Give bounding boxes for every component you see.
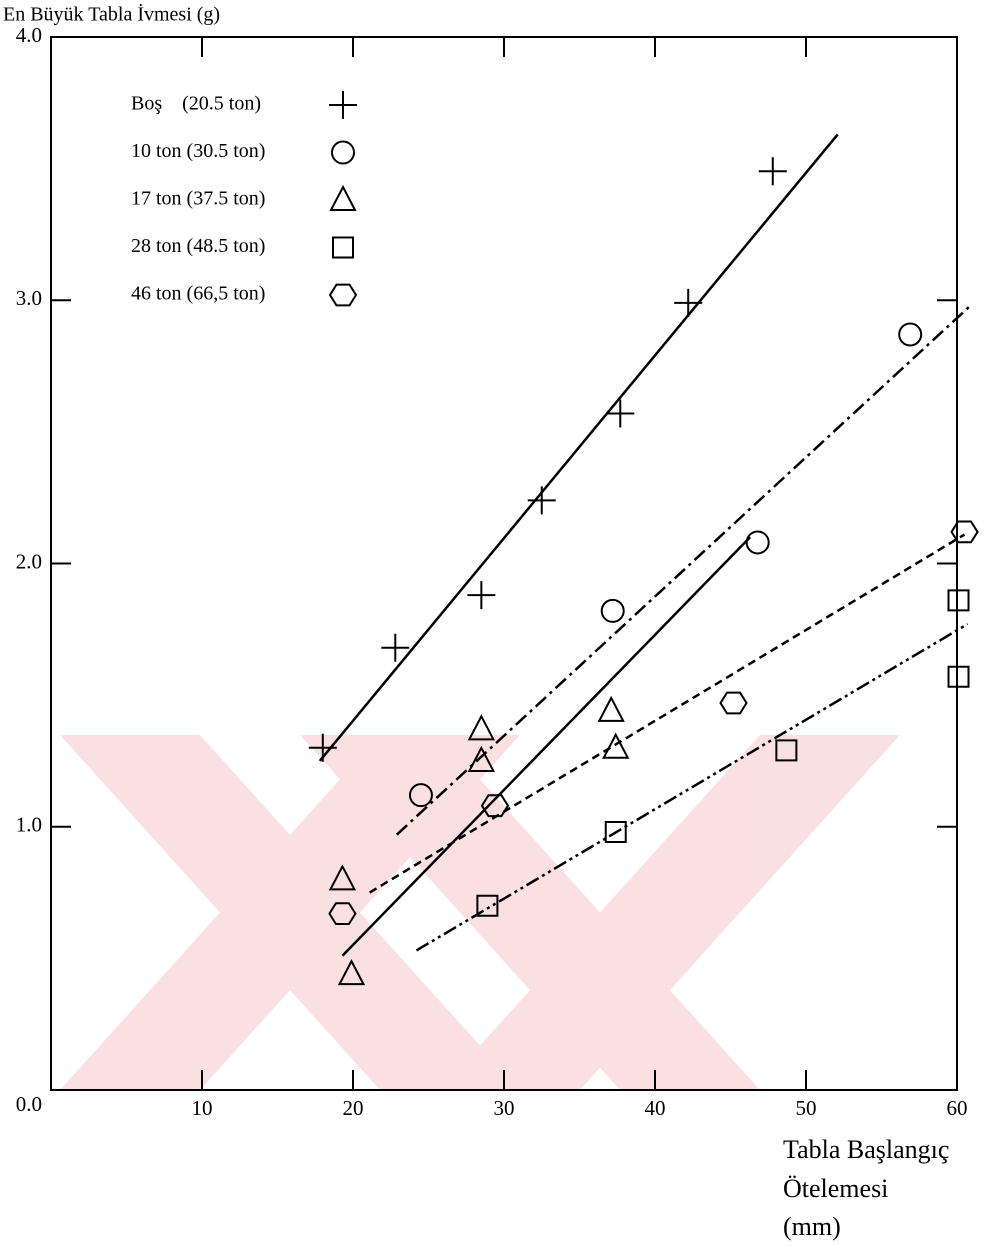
legend-marker <box>330 285 356 306</box>
x-tick-label: 50 <box>796 1096 817 1120</box>
legend-label: 10 ton (30.5 ton) <box>131 140 265 162</box>
data-point <box>721 693 747 714</box>
x-axis-title: Tabla Başlangıç <box>783 1135 949 1164</box>
y-tick-label: 3.0 <box>16 286 42 310</box>
legend-label: Boş (20.5 ton) <box>131 93 261 115</box>
legend-marker <box>329 91 357 119</box>
data-point <box>606 399 634 427</box>
y-tick-label: 4.0 <box>16 23 42 47</box>
data-point <box>674 289 702 317</box>
data-point <box>952 522 978 543</box>
legend-marker <box>332 142 354 164</box>
data-point <box>759 157 787 185</box>
data-point <box>604 735 628 758</box>
data-point <box>599 698 623 721</box>
data-point <box>899 323 921 345</box>
x-tick-label: 40 <box>645 1096 666 1120</box>
y-tick-label: 2.0 <box>16 549 42 573</box>
chart: En Büyük Tabla İvmesi (g) Tabla Başlangı… <box>0 0 997 1247</box>
data-point <box>747 531 769 553</box>
data-point <box>467 581 495 609</box>
y-tick-label: 0.0 <box>16 1092 42 1116</box>
x-tick-label: 30 <box>494 1096 515 1120</box>
legend-label: 17 ton (37.5 ton) <box>131 188 265 210</box>
fit-line <box>397 306 971 835</box>
x-axis-title: (mm) <box>783 1212 841 1241</box>
legend-label: 28 ton (48.5 ton) <box>131 235 265 257</box>
x-axis-title: Ötelemesi <box>783 1174 888 1203</box>
x-tick-label: 10 <box>192 1096 213 1120</box>
x-tick-label: 20 <box>343 1096 364 1120</box>
x-tick-label: 60 <box>947 1096 968 1120</box>
legend-label: 46 ton (66,5 ton) <box>131 283 265 305</box>
legend-marker <box>333 238 353 258</box>
data-point <box>949 590 969 610</box>
y-tick-label: 1.0 <box>16 813 42 837</box>
legend-marker <box>331 187 355 210</box>
data-point <box>528 486 556 514</box>
data-point <box>602 600 624 622</box>
data-point <box>949 667 969 687</box>
